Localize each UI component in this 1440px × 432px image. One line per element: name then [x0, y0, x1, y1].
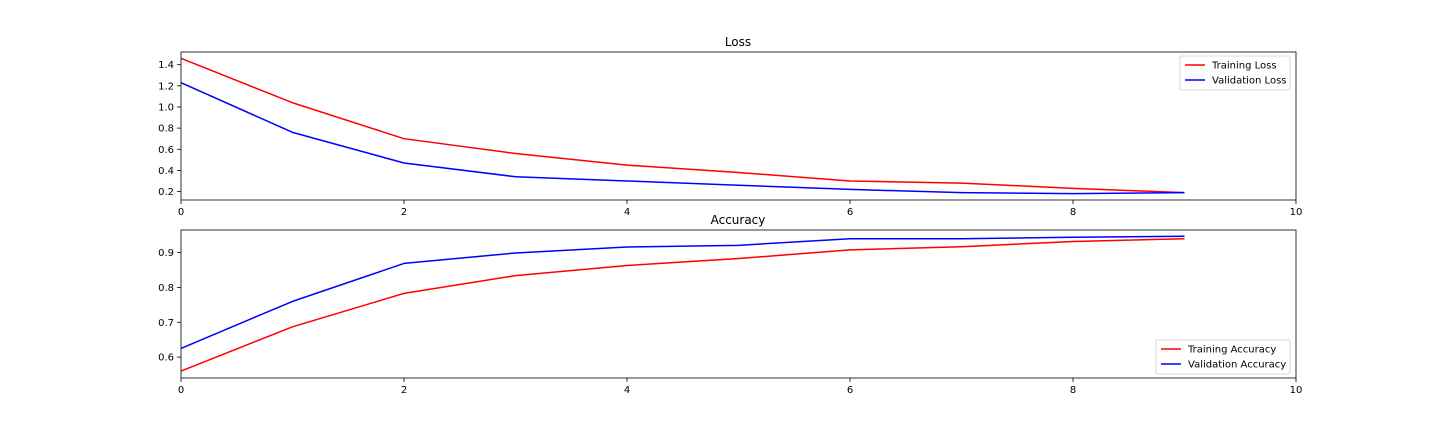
- accuracy-y-tick-label: 0.6: [158, 353, 174, 364]
- accuracy-series-validation-accuracy: [180, 235, 1185, 350]
- loss-y-tick-label: 1.2: [158, 81, 174, 92]
- loss-chart-title: Loss: [725, 35, 751, 49]
- accuracy-x-tick-label: 10: [1290, 385, 1303, 396]
- accuracy-y-tick-label: 0.8: [158, 283, 174, 294]
- loss-x-tick-label: 8: [1070, 207, 1076, 218]
- loss-chart: Loss 0 2 4 6 8 10 0.2 0.4 0.6 0.8 1.0 1.2 1.4 Trainin…: [158, 35, 1302, 218]
- loss-y-tick-label: 1.0: [158, 102, 174, 113]
- accuracy-chart: Accuracy 0 2 4 6 8 10 0.6 0.7 0.8 0.9 Training Acc…: [158, 213, 1302, 396]
- accuracy-legend-label-validation-accuracy: Validation Accuracy: [1188, 360, 1286, 371]
- accuracy-x-tick-label: 0: [178, 385, 184, 396]
- loss-y-tick-label: 0.6: [158, 145, 174, 156]
- loss-y-tick-label: 0.2: [158, 187, 174, 198]
- loss-series-validation-loss: [180, 81, 1185, 195]
- accuracy-y-tick-label: 0.7: [158, 318, 174, 329]
- accuracy-y-tick-label: 0.9: [158, 248, 174, 259]
- accuracy-legend: Training Accuracy Validation Accuracy: [1155, 339, 1291, 375]
- accuracy-axes-frame: [180, 229, 1297, 379]
- loss-x-tick-label: 6: [847, 207, 853, 218]
- loss-x-tick-label: 0: [178, 207, 184, 218]
- accuracy-chart-title: Accuracy: [711, 213, 766, 227]
- loss-y-tick-label: 1.4: [158, 60, 174, 71]
- loss-legend-label-validation-loss: Validation Loss: [1212, 76, 1287, 87]
- loss-x-tick-label: 10: [1290, 207, 1303, 218]
- accuracy-x-tick-label: 6: [847, 385, 853, 396]
- accuracy-x-tick-label: 8: [1070, 385, 1076, 396]
- loss-x-tick-label: 4: [624, 207, 630, 218]
- loss-legend-box: [1179, 55, 1291, 91]
- loss-axes-frame: [180, 51, 1297, 201]
- loss-x-tick-label: 2: [401, 207, 407, 218]
- loss-y-tick-label: 0.4: [158, 166, 174, 177]
- accuracy-x-tick-label: 4: [624, 385, 630, 396]
- accuracy-legend-label-training-accuracy: Training Accuracy: [1187, 345, 1276, 356]
- accuracy-legend-box: [1155, 339, 1291, 375]
- accuracy-series-training-accuracy: [180, 237, 1185, 372]
- loss-series-training-loss: [180, 57, 1185, 194]
- loss-legend: Training Loss Validation Loss: [1179, 55, 1291, 91]
- accuracy-x-tick-label: 2: [401, 385, 407, 396]
- loss-legend-label-training-loss: Training Loss: [1211, 61, 1277, 72]
- loss-y-tick-label: 0.8: [158, 124, 174, 135]
